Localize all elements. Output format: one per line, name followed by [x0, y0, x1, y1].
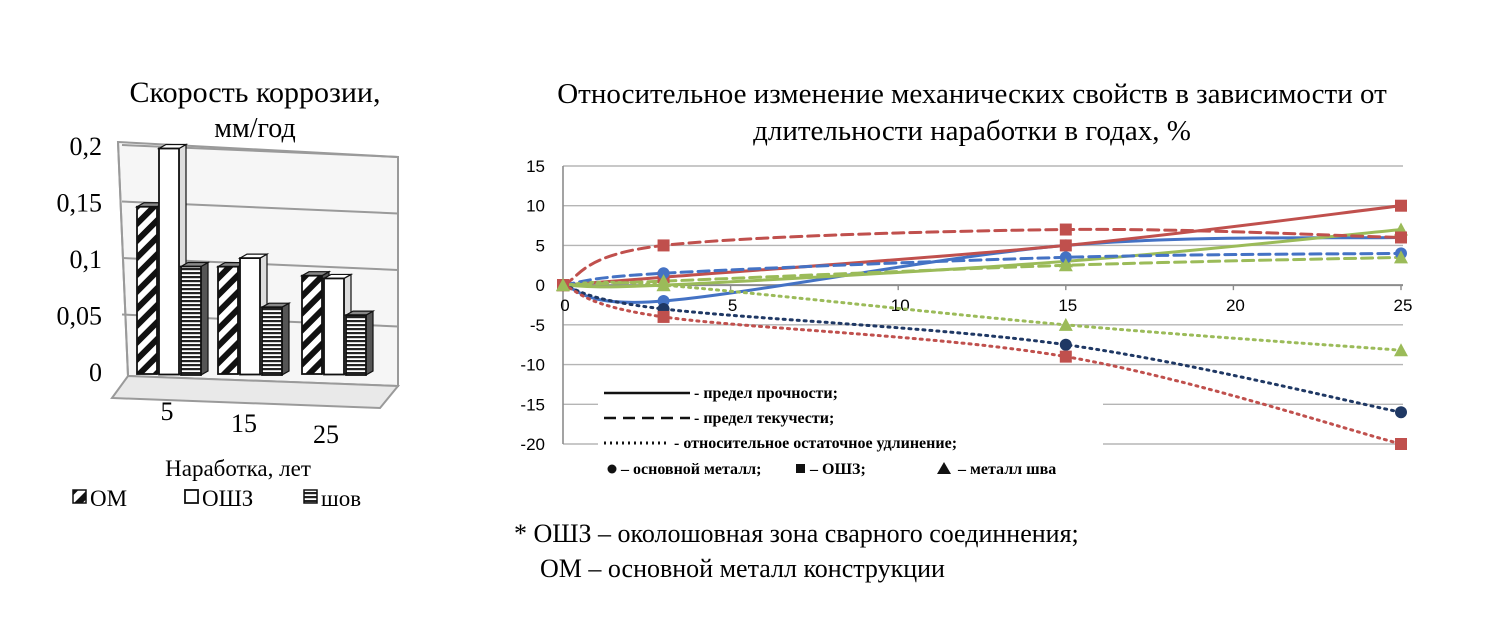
- line-y-tick-label: 5: [536, 236, 545, 255]
- bar-front-face: [345, 314, 367, 376]
- legend-dashed-label: - предел текучести;: [694, 410, 834, 427]
- line-chart-x-tick-labels: 0 5 10 15 20 25: [560, 296, 1412, 315]
- line-y-tick-label: -20: [520, 435, 545, 454]
- marker-triangle: [1394, 250, 1408, 264]
- marker-circle: [1059, 338, 1072, 351]
- line-x-tick-label: 20: [1226, 296, 1245, 315]
- series-elongation-haz: [561, 283, 1403, 446]
- line-y-tick-label: -15: [520, 395, 545, 414]
- marker-triangle: [656, 278, 671, 292]
- legend-marker-haz-label: – ОШЗ;: [809, 461, 866, 478]
- legend-marker-weld-label: – металл шва: [957, 461, 1056, 478]
- bar-chart-title-line2: мм/год: [214, 113, 295, 144]
- series-yield-haz: [561, 227, 1403, 287]
- marker-circle: [657, 267, 670, 280]
- legend-marker-circle: [607, 464, 617, 474]
- bar-y-tick-label: 0,15: [57, 189, 103, 218]
- legend-swatch-shov: [303, 489, 318, 504]
- bar-front-face: [301, 274, 323, 375]
- marker-square: [1059, 350, 1072, 363]
- series-strength-base: [561, 235, 1403, 304]
- marker-square: [1395, 438, 1407, 450]
- series-strength-haz: [561, 204, 1403, 287]
- legend-label-oshz: ОШЗ: [202, 486, 253, 511]
- bar-y-tick-label: 0,05: [57, 302, 103, 331]
- bar-chart-xlabel: Наработка, лет: [165, 456, 311, 481]
- legend-item-oshz: ОШЗ: [184, 486, 253, 511]
- line-chart-legend: - предел прочности; - предел текучести; …: [598, 378, 1103, 490]
- bar-chart-title-line1: Скорость коррозии,: [130, 76, 381, 109]
- marker-square: [657, 310, 670, 323]
- series-elongation-base: [561, 283, 1403, 414]
- line-y-tick-label: -5: [530, 316, 545, 335]
- bar-y-tick-label: 0: [89, 358, 102, 387]
- line-x-tick-label: 10: [891, 296, 910, 315]
- legend-item-shov: шов: [303, 486, 361, 511]
- bar-chart-x-tick-labels: 5 15 25: [161, 397, 340, 449]
- line-y-tick-label: 0: [536, 276, 545, 295]
- line-x-tick-label: 25: [1394, 296, 1413, 315]
- legend-solid-label: - предел прочности;: [694, 385, 838, 402]
- marker-triangle: [1058, 258, 1073, 272]
- bar-side-face: [200, 261, 209, 377]
- bar-front-face: [239, 257, 261, 376]
- line-chart: Относительное изменение механических сво…: [520, 78, 1412, 490]
- marker-circle: [1395, 406, 1407, 419]
- bar-5-шов: [178, 261, 211, 377]
- bar-15-шов: [259, 302, 292, 377]
- marker-triangle: [1394, 343, 1408, 357]
- line-chart-y-tick-labels: 15 10 5 0 -5 -10 -15 -20: [520, 157, 545, 454]
- line-y-tick-label: 15: [526, 157, 545, 176]
- bar-chart-bars: [134, 143, 376, 377]
- footnote-line2: ОМ – основной металл конструкции: [540, 554, 945, 583]
- bar-chart-legend: ОМ ОШЗ шов: [72, 486, 361, 511]
- bar-x-tick-label: 15: [231, 409, 257, 438]
- marker-square: [657, 239, 670, 252]
- bar-front-face: [136, 205, 158, 375]
- marker-triangle: [556, 278, 570, 292]
- bar-front-face: [158, 147, 180, 376]
- legend-marker-base-label: – основной металл;: [620, 461, 761, 478]
- series-yield-base: [561, 251, 1403, 287]
- line-x-tick-label: 15: [1058, 296, 1077, 315]
- line-chart-series: [556, 199, 1408, 450]
- series-elongation-weld: [561, 280, 1403, 352]
- bar-front-face: [180, 265, 202, 376]
- legend-marker-triangle: [937, 462, 951, 474]
- marker-square: [1395, 231, 1407, 244]
- marker-square: [1059, 223, 1072, 236]
- footnote-line1: * ОШЗ – околошовная зона сварного соедин…: [514, 519, 1079, 548]
- legend-swatch-om: [72, 489, 87, 504]
- bar-y-tick-label: 0,1: [70, 245, 103, 274]
- bar-chart: Скорость коррозии, мм/год 0 0,05 0,1 0,15 0,…: [57, 76, 401, 511]
- bar-y-tick-label: 0,2: [70, 132, 103, 161]
- marker-circle: [1059, 251, 1072, 264]
- bar-x-tick-label: 5: [161, 397, 174, 426]
- legend-swatch-oshz: [184, 489, 199, 504]
- bar-side-face: [281, 302, 290, 377]
- line-x-tick-label: 0: [560, 296, 569, 315]
- legend-label-om: ОМ: [90, 486, 127, 511]
- legend-item-om: ОМ: [72, 486, 127, 511]
- marker-square: [1059, 239, 1072, 252]
- bar-25-шов: [343, 310, 376, 377]
- line-chart-title-line1: Относительное изменение механических сво…: [557, 78, 1387, 110]
- line-legend-background: [598, 378, 1103, 490]
- legend-label-shov: шов: [321, 486, 361, 511]
- line-x-tick-label: 5: [728, 296, 737, 315]
- legend-marker-square: [796, 464, 805, 473]
- legend-dotted-label: - относительное остаточное удлинение;: [674, 435, 957, 452]
- line-y-tick-label: 10: [526, 197, 545, 216]
- bar-chart-y-tick-labels: 0 0,05 0,1 0,15 0,2: [57, 132, 103, 387]
- marker-triangle: [1058, 317, 1073, 331]
- bar-front-face: [323, 277, 345, 376]
- bar-front-face: [261, 306, 283, 376]
- bar-side-face: [365, 310, 374, 377]
- line-y-tick-label: -10: [520, 356, 545, 375]
- line-chart-title-line2: длительности наработки в годах, %: [753, 115, 1191, 147]
- bar-front-face: [217, 265, 239, 375]
- bar-x-tick-label: 25: [313, 420, 339, 449]
- marker-square: [1395, 199, 1407, 212]
